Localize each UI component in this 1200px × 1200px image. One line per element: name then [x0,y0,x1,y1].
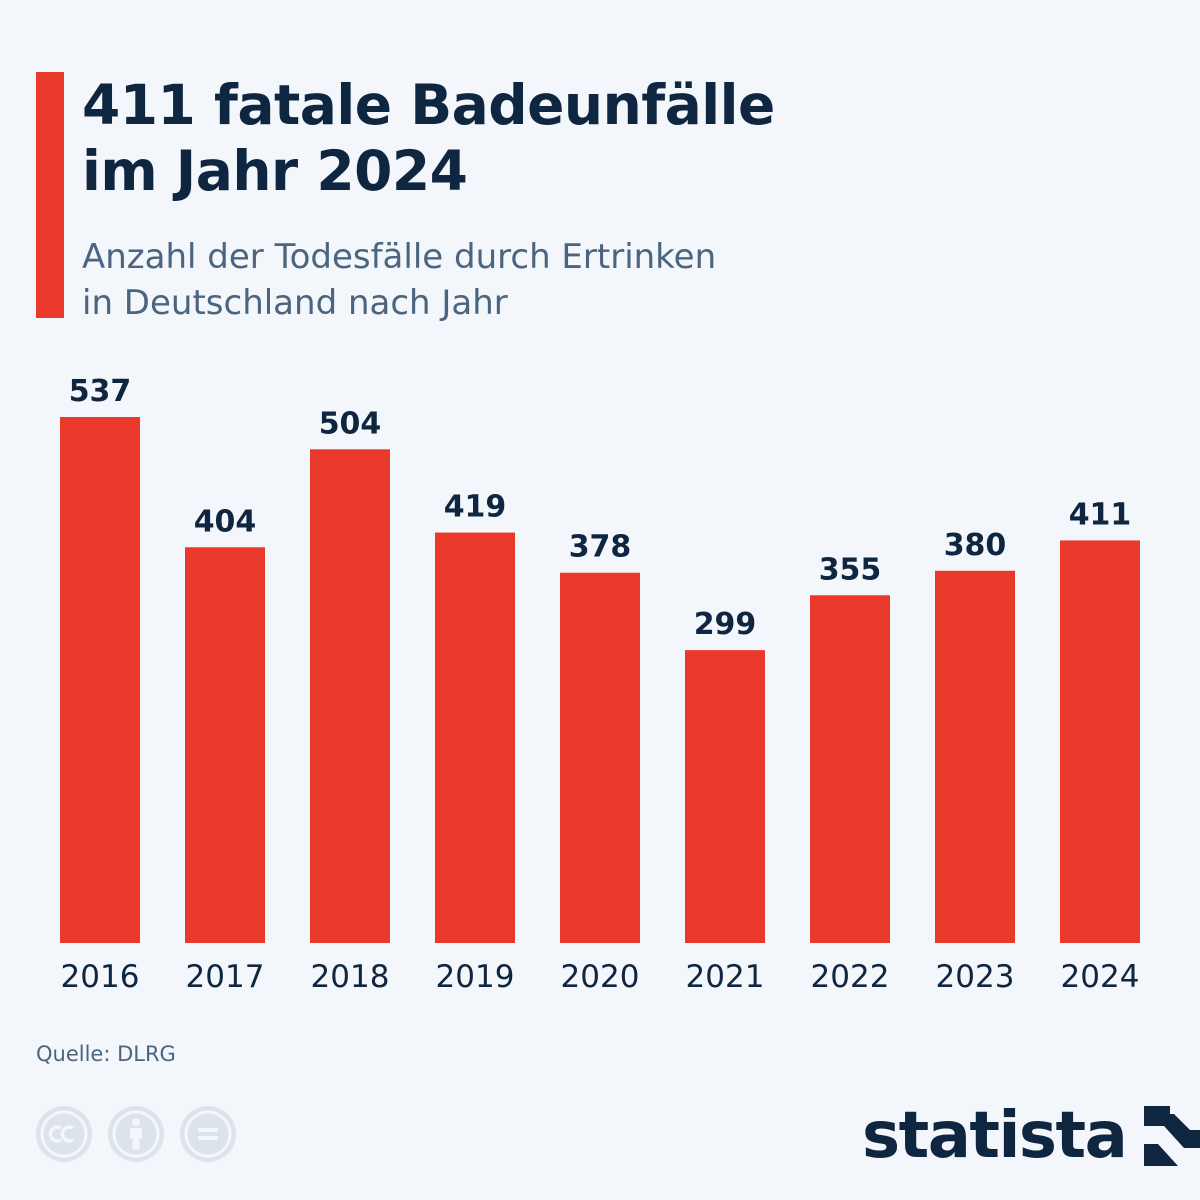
bar-chart: 537 2016 404 2017 504 2018 419 2019 378 2020 299 20… [60,374,1140,995]
bar-2019[interactable] [435,532,515,943]
x-tick-label-2024: 2024 [1061,959,1140,995]
cc-icon[interactable] [36,1106,92,1162]
value-label-2024: 411 [1069,497,1132,532]
value-label-2016: 537 [69,374,132,409]
value-label-2020: 378 [569,530,632,565]
x-tick-label-2017: 2017 [186,959,265,995]
value-label-2021: 299 [694,607,757,642]
value-label-2018: 504 [319,406,382,441]
value-label-2017: 404 [194,504,257,539]
x-tick-label-2016: 2016 [61,959,140,995]
bar-2021[interactable] [685,650,765,943]
license-icons [36,1106,236,1162]
value-label-2019: 419 [444,490,507,525]
value-label-2023: 380 [944,528,1007,563]
value-label-2022: 355 [819,552,882,587]
x-tick-label-2019: 2019 [436,959,515,995]
bar-2017[interactable] [185,547,265,943]
x-tick-label-2020: 2020 [561,959,640,995]
bar-2023[interactable] [935,570,1015,943]
source-note: Quelle: DLRG [36,1042,176,1066]
chart-title: 411 fatale Badeunfälle im Jahr 2024 [82,73,775,203]
statista-logo[interactable]: statista [862,1098,1200,1174]
attribution-icon[interactable] [108,1106,164,1162]
statista-logo-icon [1144,1106,1200,1166]
chart-subtitle: Anzahl der Todesfälle durch Ertrinken in… [82,237,717,323]
bar-2020[interactable] [560,572,640,943]
x-tick-label-2018: 2018 [311,959,390,995]
bar-2018[interactable] [310,449,390,943]
bar-2022[interactable] [810,595,890,943]
title-accent-bar [36,72,64,318]
x-tick-label-2022: 2022 [811,959,890,995]
logo-wordmark: statista [862,1099,1128,1173]
bar-2016[interactable] [60,417,140,943]
x-tick-label-2023: 2023 [936,959,1015,995]
x-tick-label-2021: 2021 [686,959,765,995]
bar-2024[interactable] [1060,540,1140,943]
no-derivatives-icon[interactable] [180,1106,236,1162]
